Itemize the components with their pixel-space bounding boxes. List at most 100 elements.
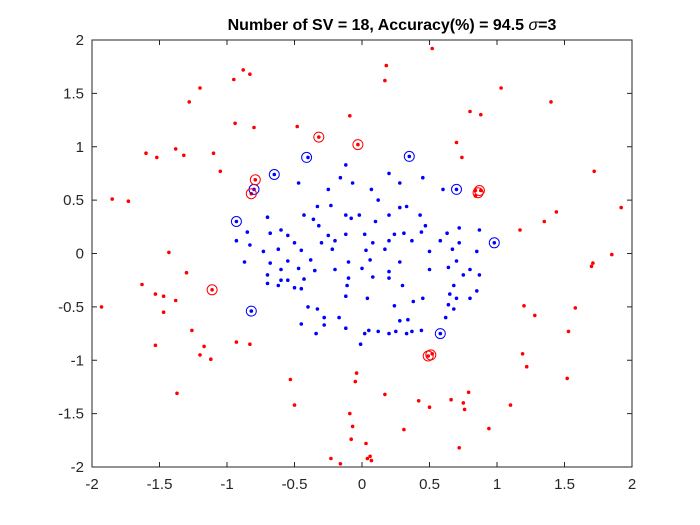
outer-class-point	[317, 135, 321, 139]
inner-class-point	[387, 171, 391, 176]
inner-class-point	[337, 315, 341, 320]
outer-class-point	[468, 109, 472, 114]
inner-class-point	[368, 258, 372, 262]
support-vector-marker	[403, 150, 415, 162]
inner-class-point	[362, 232, 367, 237]
outer-class-point	[187, 100, 191, 104]
outer-class-point	[365, 456, 370, 461]
inner-class-point	[367, 328, 371, 333]
x-tick-label: 0	[358, 476, 366, 493]
y-tick-label: 1	[76, 139, 84, 156]
inner-class-point	[376, 198, 381, 202]
support-vector-layer	[206, 131, 500, 362]
inner-class-point	[350, 181, 355, 185]
inner-class-point	[268, 231, 273, 235]
outer-class-point	[449, 397, 453, 402]
inner-class-point	[438, 238, 443, 243]
outer-class-point	[610, 252, 614, 257]
inner-class-point	[468, 296, 472, 301]
inner-class-point	[383, 247, 387, 251]
support-vector-marker	[451, 183, 462, 195]
inner-class-point	[299, 248, 304, 253]
outer-class-point	[252, 125, 256, 130]
outer-class-point	[126, 199, 131, 203]
inner-class-point	[279, 267, 283, 272]
inner-class-point	[446, 302, 451, 307]
x-tick-label: 0.5	[419, 476, 440, 493]
inner-class-point	[286, 259, 290, 263]
inner-class-point	[306, 305, 310, 309]
outer-class-point	[592, 169, 596, 174]
outer-class-point	[153, 343, 158, 348]
outer-class-point	[466, 390, 471, 395]
inner-class-point	[249, 309, 254, 313]
inner-class-point	[475, 289, 479, 293]
inner-class-point	[371, 241, 375, 245]
outer-class-point	[329, 456, 333, 461]
inner-class-point	[369, 187, 374, 192]
outer-class-point	[353, 379, 358, 384]
inner-class-point	[344, 163, 348, 167]
outer-class-point	[589, 264, 594, 269]
inner-class-point	[245, 230, 250, 234]
x-tick-label: 1.5	[554, 476, 575, 493]
inner-class-point	[248, 243, 252, 247]
outer-class-point	[234, 340, 239, 344]
outer-class-point	[383, 392, 387, 397]
inner-class-point	[315, 204, 320, 209]
outer-class-point	[460, 155, 464, 160]
outer-class-point	[384, 63, 389, 68]
inner-class-point	[292, 241, 297, 245]
inner-class-point	[276, 283, 281, 288]
inner-class-point	[398, 319, 402, 323]
y-tick-label: -1.5	[58, 406, 84, 423]
outer-class-point	[524, 364, 529, 369]
outer-class-point	[356, 142, 360, 147]
inner-class-point	[306, 155, 310, 160]
inner-class-point	[326, 187, 331, 192]
inner-class-point	[302, 213, 306, 217]
inner-class-point	[346, 260, 351, 264]
inner-class-point	[454, 259, 459, 263]
inner-class-point	[322, 323, 327, 327]
y-tick-label: 0.5	[63, 192, 84, 209]
axes: -2 -1.5 -1 -0.5 0 0.5 1 1.5 2 -2 -1.5 -1 -0.5 0 0.5 1 1.…	[58, 32, 636, 493]
y-tick-label: -1	[71, 352, 84, 369]
support-vector-marker	[249, 174, 261, 186]
inner-class-point	[279, 228, 283, 232]
outer-class-point	[211, 151, 216, 155]
inner-class-point	[358, 342, 363, 347]
inner-class-point	[344, 326, 348, 331]
support-vector-marker	[352, 139, 364, 151]
inner-class-point	[326, 233, 331, 238]
inner-class-point	[446, 265, 451, 270]
inner-class-point	[286, 233, 290, 238]
outer-class-point	[461, 401, 466, 405]
outer-class-point	[554, 210, 559, 214]
outer-class-point	[198, 353, 202, 357]
x-tick-label: -1.5	[147, 476, 173, 493]
outer-class-point	[520, 352, 525, 356]
inner-class-point	[398, 181, 402, 185]
outer-class-point	[202, 344, 206, 349]
inner-class-point	[362, 331, 367, 336]
support-vector-marker	[301, 151, 313, 163]
inner-class-point	[400, 283, 405, 288]
inner-class-point	[364, 248, 368, 253]
outer-class-point	[354, 371, 359, 375]
outer-class-point	[499, 86, 503, 90]
inner-class-point	[330, 247, 335, 251]
outer-class-point	[248, 72, 252, 76]
inner-class-point	[407, 154, 412, 159]
chart-title-main: Number of SV = 18, Accuracy(%) = 94.5	[228, 17, 529, 34]
inner-class-point	[454, 296, 459, 301]
inner-class-point	[268, 261, 273, 265]
outer-class-point	[566, 329, 571, 334]
outer-class-point	[232, 77, 236, 82]
x-tick-label: 2	[628, 476, 636, 493]
outer-class-point	[619, 205, 623, 210]
inner-class-point	[333, 267, 337, 272]
outer-class-point	[549, 100, 553, 104]
outer-class-point	[248, 342, 252, 347]
